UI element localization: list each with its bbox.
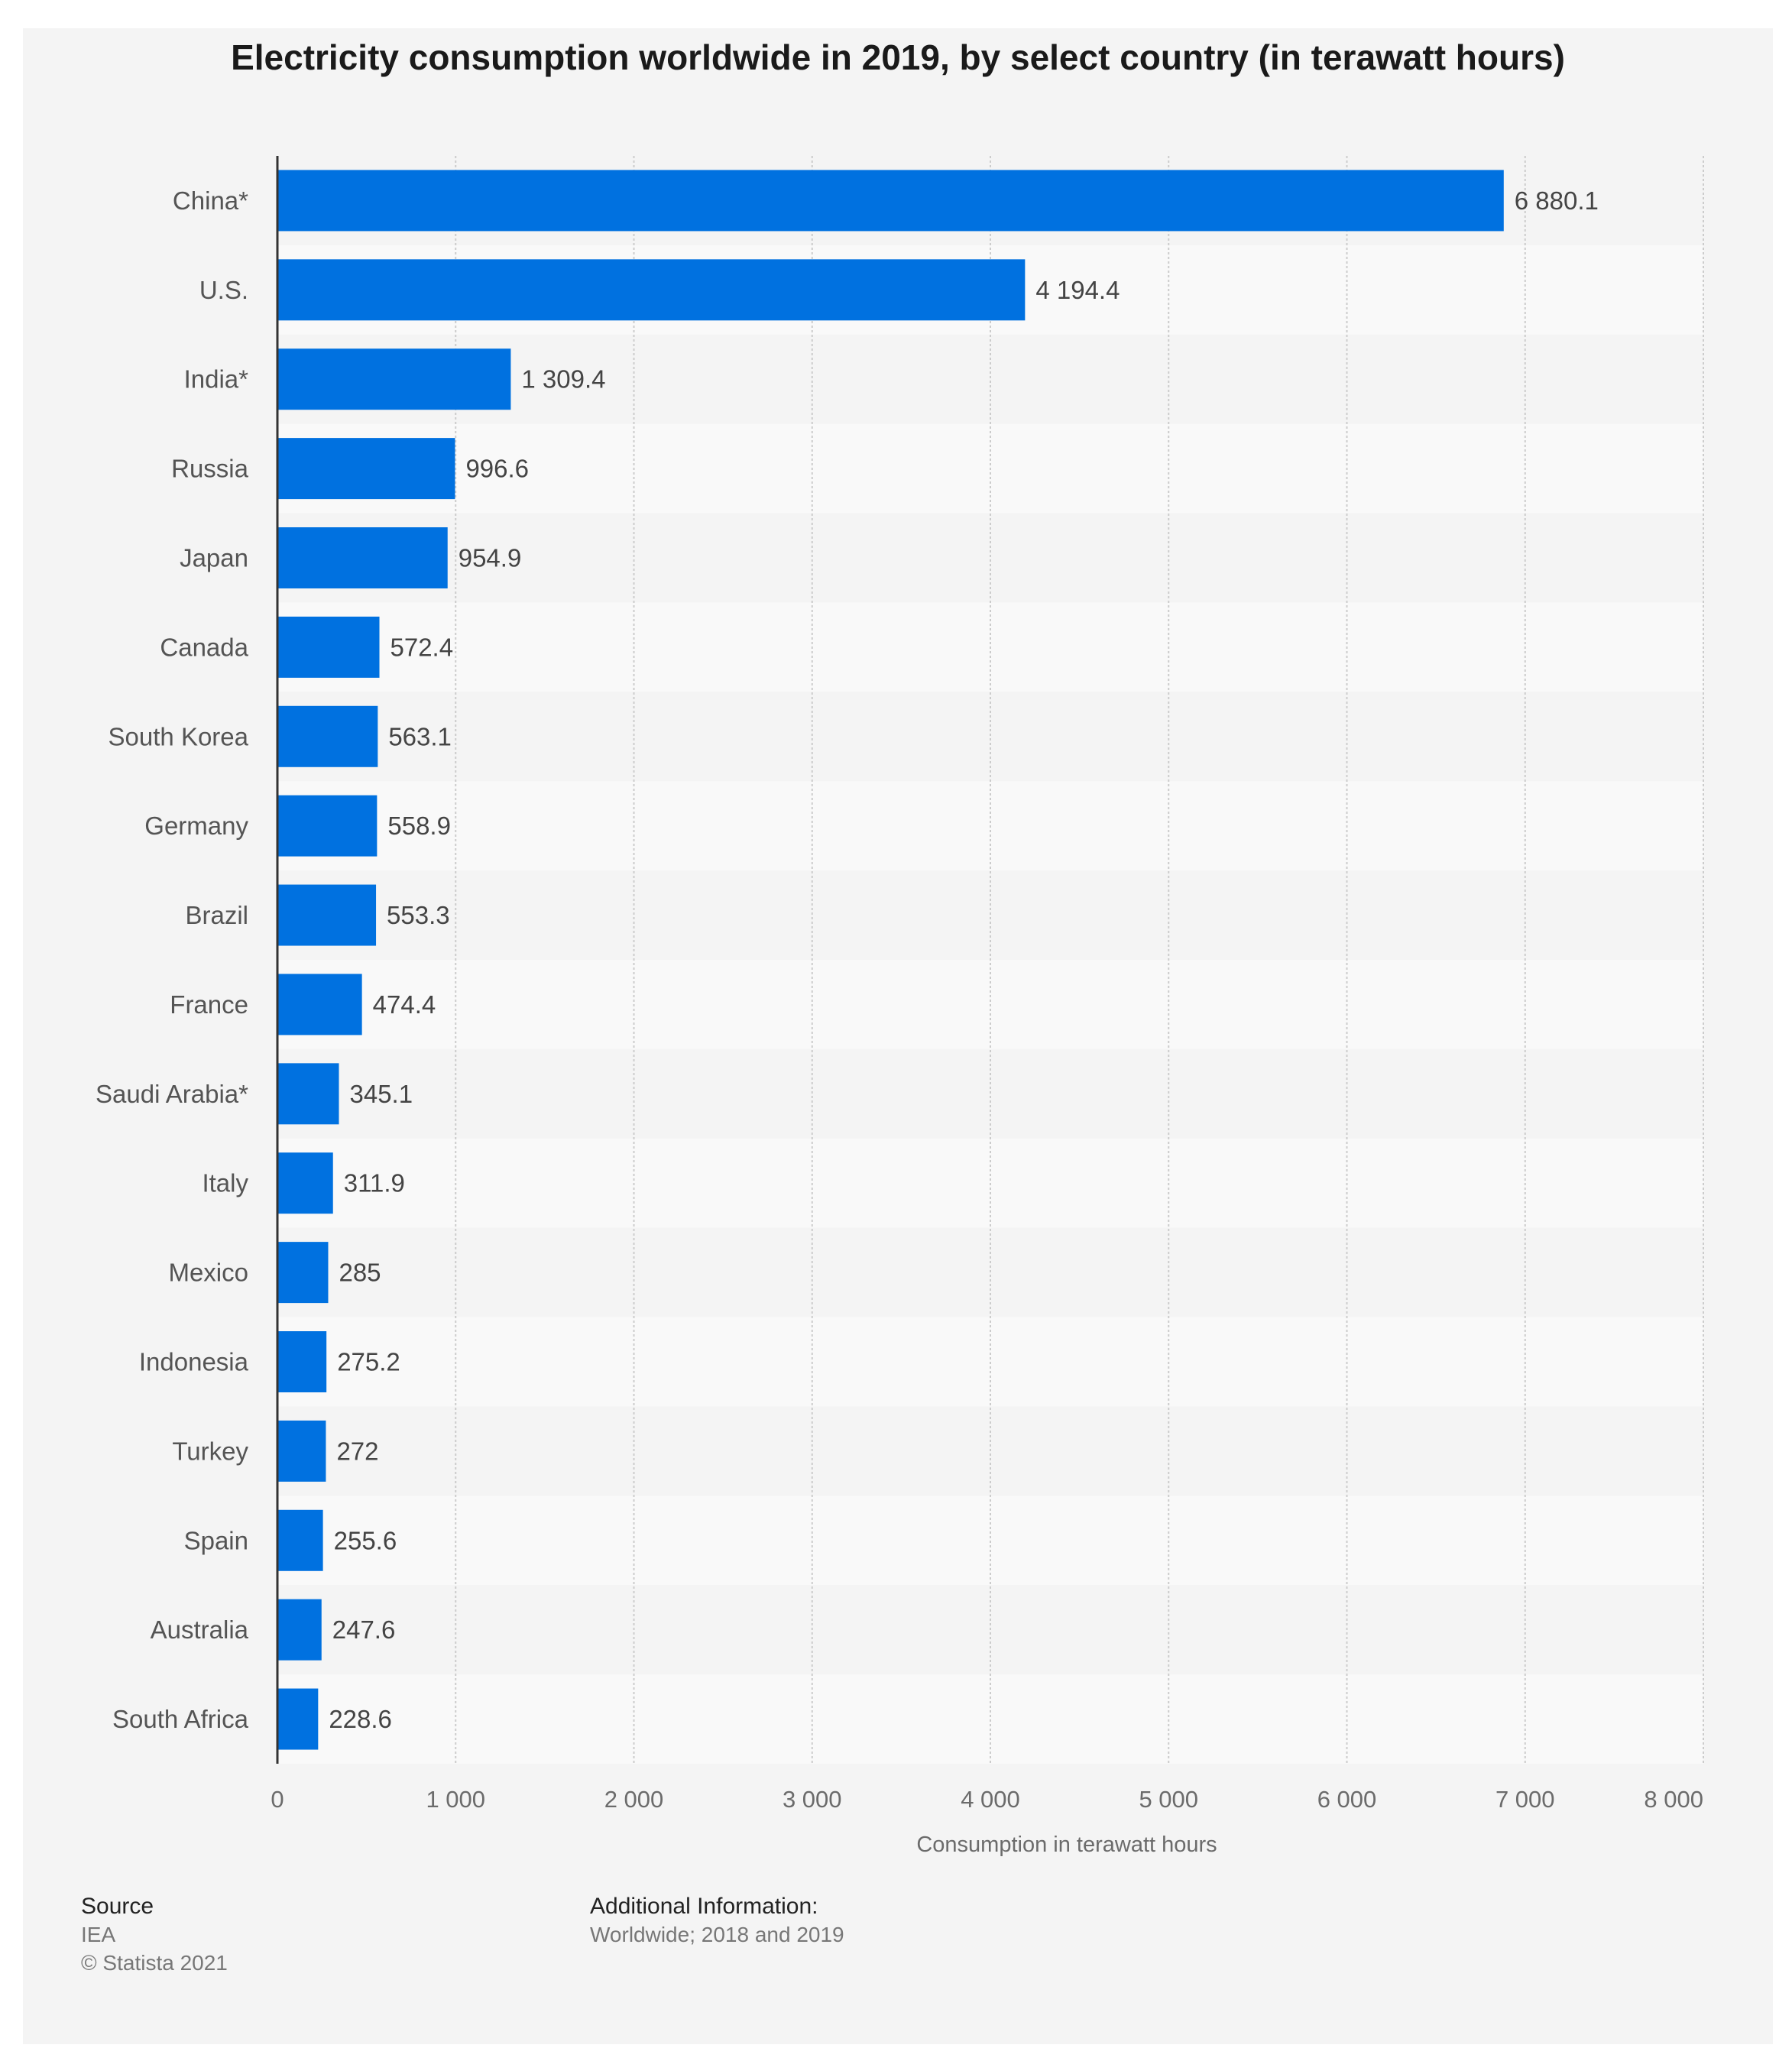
x-tick-label: 5 000	[1139, 1786, 1198, 1813]
category-label: China*	[173, 186, 248, 215]
category-label: U.S.	[199, 276, 248, 304]
x-tick-label: 8 000	[1644, 1786, 1703, 1813]
value-label: 345.1	[349, 1080, 413, 1108]
value-label: 275.2	[337, 1348, 400, 1376]
source-name: IEA	[81, 1923, 116, 1946]
x-tick-label: 3 000	[783, 1786, 842, 1813]
value-label: 4 194.4	[1035, 276, 1120, 304]
bar	[277, 795, 378, 857]
value-label: 553.3	[387, 901, 450, 929]
category-label: India*	[184, 365, 249, 394]
category-label: Canada	[160, 633, 248, 661]
bar	[277, 1688, 319, 1750]
x-axis-title: Consumption in terawatt hours	[916, 1833, 1217, 1857]
value-label: 247.6	[332, 1615, 396, 1644]
category-label: South Africa	[112, 1705, 249, 1733]
bar	[277, 170, 1504, 232]
value-label: 228.6	[329, 1705, 392, 1733]
value-label: 6 880.1	[1515, 186, 1599, 215]
additional-info-text: Worldwide; 2018 and 2019	[590, 1923, 844, 1946]
category-label: Turkey	[172, 1437, 248, 1465]
source-block: Source IEA © Statista 2021	[81, 1892, 228, 1977]
x-tick-label: 7 000	[1495, 1786, 1555, 1813]
bar	[277, 1152, 333, 1214]
category-label: Japan	[180, 544, 248, 572]
x-tick-label: 4 000	[961, 1786, 1020, 1813]
x-tick-label: 2 000	[604, 1786, 664, 1813]
category-label: Germany	[144, 812, 248, 840]
category-label: Russia	[171, 455, 249, 483]
x-tick-label: 6 000	[1317, 1786, 1377, 1813]
value-label: 474.4	[373, 990, 436, 1019]
value-label: 285	[339, 1259, 381, 1287]
category-label: Mexico	[168, 1259, 248, 1287]
category-label: Indonesia	[139, 1348, 249, 1376]
category-label: South Korea	[109, 722, 249, 750]
additional-info-block: Additional Information: Worldwide; 2018 …	[590, 1892, 844, 1949]
value-label: 558.9	[387, 812, 451, 840]
bar	[277, 348, 511, 410]
value-label: 311.9	[344, 1169, 405, 1197]
bar	[277, 259, 1026, 321]
bar	[277, 1331, 327, 1392]
value-label: 572.4	[390, 633, 454, 661]
bar	[277, 1063, 339, 1125]
bar	[277, 974, 362, 1035]
category-label: Italy	[202, 1169, 248, 1197]
source-heading: Source	[81, 1894, 154, 1919]
bar	[277, 1599, 322, 1661]
category-label: Brazil	[185, 901, 248, 929]
category-label: Australia	[151, 1615, 249, 1644]
category-label: France	[170, 990, 248, 1019]
copyright: © Statista 2021	[81, 1951, 228, 1975]
category-label: Saudi Arabia*	[96, 1080, 248, 1108]
x-tick-label: 1 000	[426, 1786, 485, 1813]
bar	[277, 705, 378, 767]
category-label: Spain	[184, 1526, 248, 1554]
value-label: 996.6	[465, 455, 529, 483]
bar	[277, 438, 455, 500]
bar	[277, 527, 448, 588]
bar	[277, 884, 377, 946]
chart-title: Electricity consumption worldwide in 201…	[231, 37, 1565, 77]
bar	[277, 1420, 326, 1482]
bar	[277, 1242, 329, 1304]
value-label: 563.1	[388, 722, 452, 750]
bar	[277, 616, 380, 678]
bar	[277, 1509, 323, 1571]
value-label: 272	[336, 1437, 378, 1465]
value-label: 954.9	[459, 544, 522, 572]
value-label: 255.6	[334, 1526, 397, 1554]
x-tick-label: 0	[271, 1786, 284, 1813]
value-label: 1 309.4	[521, 365, 605, 394]
additional-info-heading: Additional Information:	[590, 1894, 818, 1919]
